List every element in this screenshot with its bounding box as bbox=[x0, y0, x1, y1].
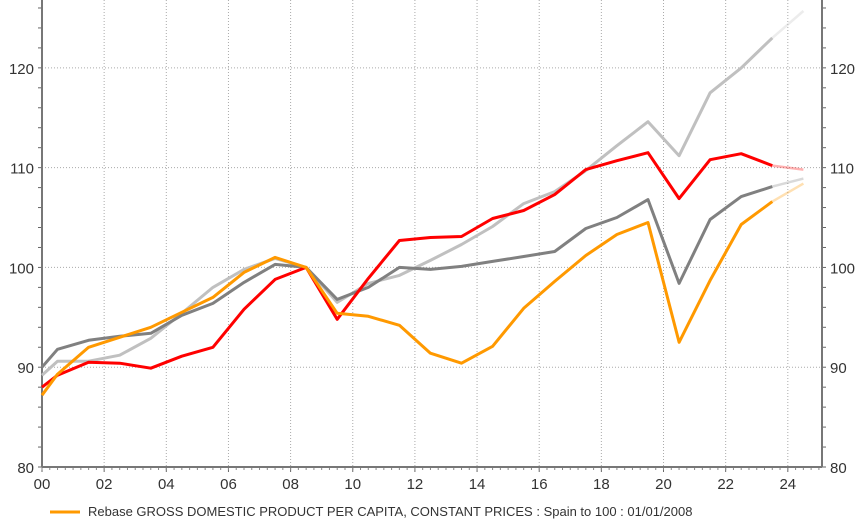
x-tick-label: 06 bbox=[220, 476, 237, 493]
y-tick-label-right: 100 bbox=[830, 260, 855, 277]
series-forecast-line-3 bbox=[771, 182, 805, 203]
y-tick-label-left: 80 bbox=[17, 460, 34, 477]
y-tick-label-right: 90 bbox=[830, 360, 847, 377]
x-tick-label: 04 bbox=[158, 476, 175, 493]
axes: 80 80 90 90 100 100 110 110 120 120 00 02 04 06 08 10 12… bbox=[9, 0, 855, 493]
legend-label: Rebase GROSS DOMESTIC PRODUCT PER CAPITA… bbox=[88, 504, 692, 519]
x-tick-label: 00 bbox=[34, 476, 51, 493]
series-forecast-line-0 bbox=[771, 10, 805, 39]
series-line-3 bbox=[40, 200, 774, 397]
y-tick-label-left: 110 bbox=[10, 161, 34, 178]
grid bbox=[42, 0, 822, 467]
series-line-1 bbox=[40, 185, 773, 369]
legend: Rebase GROSS DOMESTIC PRODUCT PER CAPITA… bbox=[50, 504, 692, 519]
series-line-2 bbox=[41, 151, 773, 389]
x-tick-label: 16 bbox=[531, 476, 548, 493]
x-tick-label: 08 bbox=[282, 476, 299, 493]
series-line-0 bbox=[40, 36, 774, 377]
y-tick-label-left: 90 bbox=[17, 360, 34, 377]
y-tick-label-left: 100 bbox=[9, 260, 34, 277]
series-forecast-line-1 bbox=[771, 177, 804, 188]
series-lines bbox=[40, 10, 805, 397]
x-tick-label: 24 bbox=[779, 476, 796, 493]
x-tick-label: 12 bbox=[407, 476, 424, 493]
x-tick-label: 18 bbox=[593, 476, 610, 493]
y-tick-label-right: 80 bbox=[830, 460, 847, 477]
x-tick-label: 10 bbox=[344, 476, 361, 493]
x-tick-label: 14 bbox=[469, 476, 486, 493]
y-tick-label-left: 120 bbox=[9, 61, 34, 78]
series-forecast-line-2 bbox=[772, 164, 804, 171]
x-tick-label: 20 bbox=[655, 476, 672, 493]
y-tick-label-right: 120 bbox=[830, 61, 855, 78]
y-tick-label-right: 110 bbox=[830, 161, 854, 178]
x-tick-label: 22 bbox=[717, 476, 734, 493]
x-tick-label: 02 bbox=[96, 476, 113, 493]
